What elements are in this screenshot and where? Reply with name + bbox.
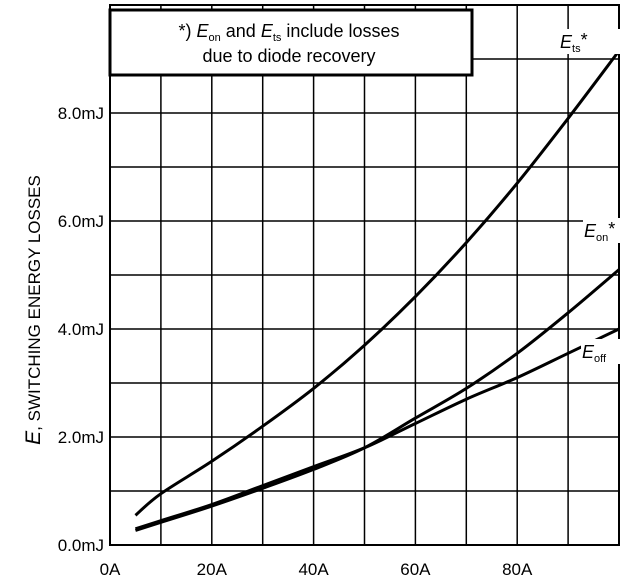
curve-label-bg-eoff (581, 339, 621, 364)
annotation-e-on-sub: on (209, 32, 221, 44)
curve-label-ets: Ets* (560, 30, 588, 55)
curve-label-symbol: E (560, 32, 573, 52)
y-tick-label: 4.0mJ (58, 320, 104, 339)
curves (134, 49, 621, 532)
curve-labels: Ets*Eon*Eoff (559, 29, 621, 365)
curve-label-asterisk: * (581, 30, 588, 50)
x-tick-label: 60A (400, 560, 431, 579)
curve-label-eoff: Eoff (582, 342, 607, 365)
y-tick-labels: 0.0mJ 2.0mJ 4.0mJ 6.0mJ 8.0mJ (58, 104, 104, 555)
annotation-e-ts: E (261, 21, 274, 41)
y-tick-label: 2.0mJ (58, 428, 104, 447)
annotation-e-on: E (197, 21, 210, 41)
annotation-box-frame (108, 8, 474, 77)
annotation-line-2: due to diode recovery (202, 46, 375, 66)
x-tick-label: 80A (502, 560, 533, 579)
series-line-eoff (134, 327, 620, 531)
annotation-line-1: *) Eon and Ets include losses (179, 21, 400, 44)
x-tick-label: 20A (197, 560, 228, 579)
plot-frame (109, 4, 620, 546)
y-tick-label: 6.0mJ (58, 212, 104, 231)
y-axis-label-symbol: E (22, 430, 45, 445)
curve-label-subscript: off (594, 353, 607, 365)
curve-label-symbol: E (584, 221, 597, 241)
x-tick-label: 0A (100, 560, 121, 579)
annotation-box: *) Eon and Ets include losses due to dio… (108, 8, 474, 77)
y-axis-label: E, SWITCHING ENERGY LOSSES (22, 175, 45, 445)
curve-label-subscript: on (596, 232, 608, 244)
curve-label-eon: Eon* (584, 219, 615, 244)
grid-lines (110, 5, 619, 545)
x-tick-labels: 0A 20A 40A 60A 80A (100, 560, 533, 579)
y-tick-label: 8.0mJ (58, 104, 104, 123)
curve-label-asterisk: * (608, 219, 615, 239)
annotation-and: and (221, 21, 261, 41)
series-line-ets (134, 49, 621, 517)
curve-label-bg-ets (559, 29, 621, 54)
curve-label-symbol: E (582, 342, 595, 362)
annotation-suffix: include losses (281, 21, 399, 41)
y-axis-label-text: , SWITCHING ENERGY LOSSES (25, 175, 44, 431)
curve-label-subscript: ts (572, 43, 581, 55)
annotation-prefix: *) (179, 21, 197, 41)
y-tick-label: 0.0mJ (58, 536, 104, 555)
curve-label-bg-eon (583, 218, 621, 243)
x-tick-label: 40A (298, 560, 329, 579)
annotation-e-ts-sub: ts (273, 32, 282, 44)
